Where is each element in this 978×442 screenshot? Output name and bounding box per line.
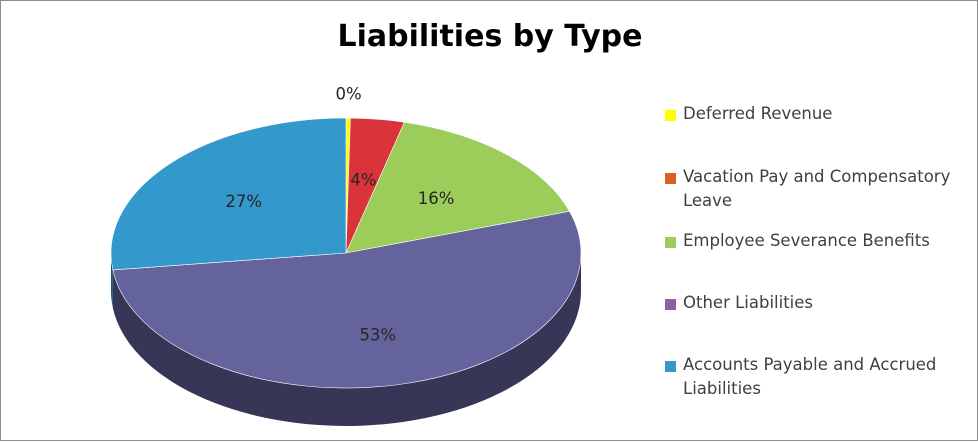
legend-label: Accounts Payable and Accrued Liabilities	[683, 355, 937, 398]
legend-label: Deferred Revenue	[683, 104, 833, 123]
legend-swatch	[665, 237, 676, 248]
pie-slices	[110, 117, 582, 389]
pie-side-walls	[111, 253, 582, 426]
data-label-deferred-revenue: 0%	[336, 85, 362, 104]
chart-title: Liabilities by Type	[337, 19, 643, 54]
data-label-other-liabilities: 53%	[359, 326, 396, 345]
pie-side-other-liabilities	[112, 253, 582, 426]
legend-swatch	[665, 110, 676, 121]
pie-slice-accounts-payable-and-accrued-liabilities[interactable]	[110, 117, 347, 271]
pie-side-accounts-payable-and-accrued-liabilities	[111, 253, 113, 308]
legend-swatch	[665, 299, 676, 310]
legend-swatch	[665, 173, 676, 184]
data-label-employee-severance-benefits: 16%	[418, 189, 455, 208]
legend-label: Other Liabilities	[683, 293, 814, 312]
pie-slice-employee-severance-benefits[interactable]	[345, 121, 570, 254]
legend-swatch	[665, 361, 676, 372]
pie-slice-other-liabilities[interactable]	[112, 210, 582, 389]
pie-data-labels: 0% 4% 16% 53% 27%	[225, 85, 454, 345]
data-label-vacation-pay-and-compensatory-leave: 4%	[350, 170, 376, 189]
data-label-accounts-payable-and-accrued-liabilities: 27%	[225, 192, 262, 211]
legend-label: Employee Severance Benefits	[683, 231, 930, 250]
legend-label: Vacation Pay and Compensatory Leave	[683, 167, 951, 210]
